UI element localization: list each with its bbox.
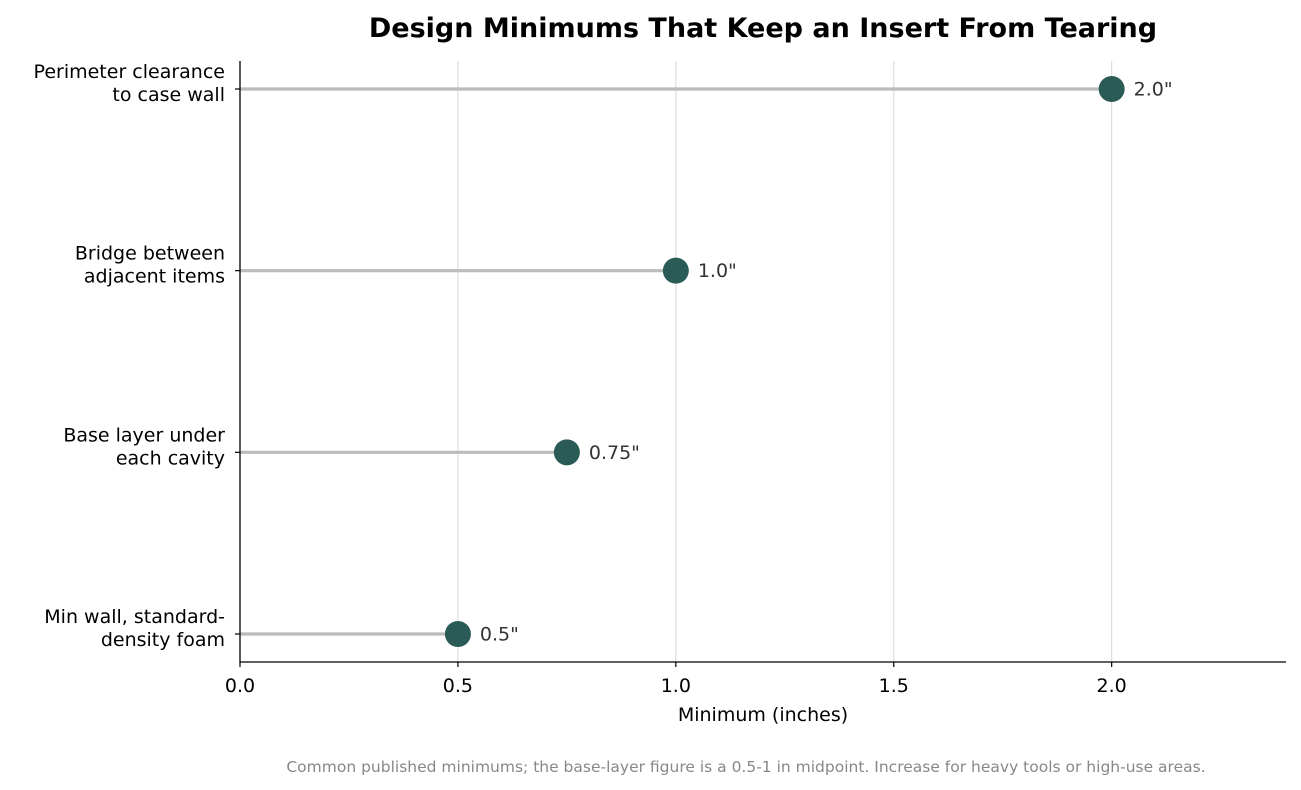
grid-lines	[457, 61, 1113, 662]
y-ticks: Perimeter clearance to case wall Bridge be…	[34, 61, 240, 651]
category-label-line: Base layer under	[63, 424, 225, 446]
axes	[239, 61, 1286, 663]
data-point	[662, 257, 689, 284]
category-label: Bridge between adjacent items	[75, 243, 225, 288]
value-labels: 2.0" 1.0" 0.75" 0.5"	[480, 79, 1173, 646]
value-label: 0.75"	[589, 442, 640, 464]
category-label: Base layer under each cavity	[63, 424, 225, 469]
category-label-line: each cavity	[116, 447, 225, 469]
category-label-line: Bridge between	[75, 243, 225, 265]
data-point	[444, 621, 471, 647]
x-tick-label: 2.0	[1097, 675, 1127, 697]
value-label: 1.0"	[698, 260, 737, 282]
category-label: Min wall, standard-density foam	[44, 606, 225, 651]
category-label: Perimeter clearance to case wall	[34, 61, 225, 106]
value-label: 2.0"	[1134, 79, 1173, 101]
stems	[240, 87, 1112, 636]
markers	[444, 76, 1125, 647]
value-label: 0.5"	[480, 624, 519, 646]
data-point	[1098, 76, 1125, 102]
category-label-line: to case wall	[112, 84, 225, 106]
x-tick-label: 0.5	[443, 675, 473, 697]
x-tick-label: 1.5	[879, 675, 909, 697]
chart-title: Design Minimums That Keep an Insert From…	[369, 13, 1157, 44]
x-tick-label: 1.0	[661, 675, 691, 697]
footnote: Common published minimums; the base-laye…	[286, 758, 1205, 776]
x-ticks: 0.0 0.5 1.0 1.5 2.0	[225, 662, 1127, 697]
category-label-line: Min wall, standard-	[44, 606, 225, 628]
category-label-line: density foam	[101, 629, 225, 651]
category-label-line: adjacent items	[84, 266, 225, 288]
category-label-line: Perimeter clearance	[34, 61, 225, 83]
data-point	[553, 439, 580, 466]
x-axis-label: Minimum (inches)	[678, 704, 848, 726]
x-tick-label: 0.0	[225, 675, 255, 697]
